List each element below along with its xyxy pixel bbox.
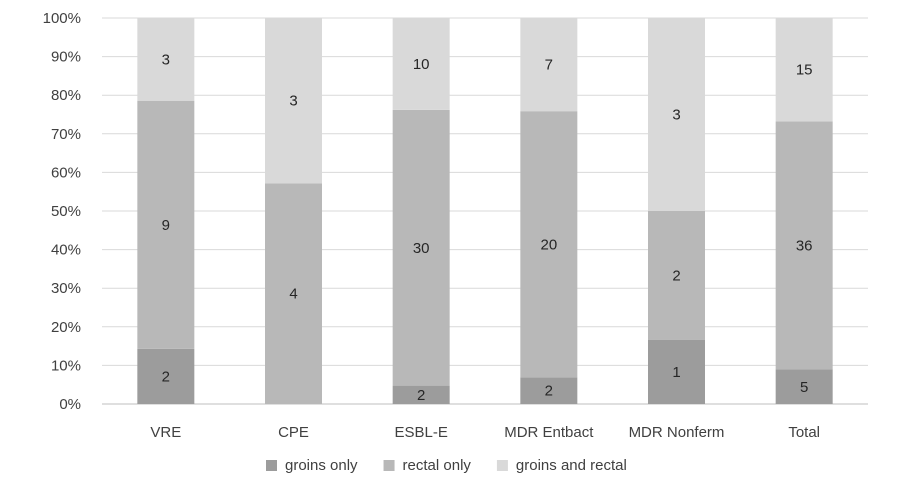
y-tick-label: 10% (51, 357, 81, 374)
data-label: 3 (162, 51, 170, 68)
y-tick-label: 90% (51, 49, 81, 66)
legend-label: groins and rectal (516, 457, 627, 474)
data-label: 9 (162, 217, 170, 234)
bar-segment (648, 211, 705, 340)
category-label: VRE (150, 424, 181, 441)
y-tick-label: 100% (43, 10, 81, 27)
data-label: 30 (413, 240, 430, 257)
data-labels: 2 9 3 4 3 2 30 10 2 20 7 1 2 3 5 36 15 (162, 51, 813, 403)
y-tick-label: 40% (51, 242, 81, 259)
legend: groins only rectal only groins and rectal (266, 457, 627, 474)
bar-segment (775, 121, 833, 370)
bar-segment (520, 18, 578, 112)
data-label: 20 (540, 236, 557, 253)
bar-segment (392, 109, 450, 386)
x-axis-category-labels: VRE CPE ESBL-E MDR Entbact MDR Nonferm Total (150, 424, 820, 441)
bar-segment (520, 111, 578, 378)
data-label: 10 (413, 56, 430, 73)
bar-segment (265, 183, 322, 404)
bar-segment (392, 18, 450, 110)
bar-segment (520, 377, 578, 404)
bar-segment (775, 369, 833, 404)
y-tick-label: 70% (51, 126, 81, 143)
bar-segment (137, 348, 195, 404)
y-axis-tick-labels: 0% 10% 20% 30% 40% 50% 60% 70% 80% 90% 100% (43, 10, 81, 413)
y-tick-label: 80% (51, 87, 81, 104)
bar-segment (265, 18, 322, 184)
category-label: CPE (278, 424, 309, 441)
y-tick-label: 50% (51, 203, 81, 220)
data-label: 2 (417, 387, 425, 404)
y-tick-label: 20% (51, 319, 81, 336)
bar-segment (392, 385, 450, 404)
category-label: MDR Nonferm (629, 424, 725, 441)
y-tick-label: 60% (51, 164, 81, 181)
y-tick-label: 30% (51, 280, 81, 297)
y-tick-label: 0% (59, 396, 81, 413)
bar-segment (137, 100, 195, 349)
bar-segment (648, 339, 705, 404)
legend-swatch (266, 460, 277, 471)
legend-swatch (383, 460, 395, 471)
gridlines (102, 17, 868, 405)
data-label: 7 (545, 57, 553, 74)
data-label: 1 (672, 364, 680, 381)
category-label: Total (788, 424, 820, 441)
data-label: 3 (672, 107, 680, 124)
data-label: 2 (545, 383, 553, 400)
legend-swatch (496, 460, 508, 471)
legend-label: rectal only (403, 457, 472, 474)
data-label: 36 (796, 237, 813, 254)
bar-segment (775, 18, 833, 122)
bar-segment (648, 18, 705, 211)
data-label: 15 (796, 62, 813, 79)
data-label: 2 (162, 368, 170, 385)
data-label: 3 (289, 93, 297, 110)
data-label: 5 (800, 379, 808, 396)
category-label: MDR Entbact (504, 424, 594, 441)
data-label: 4 (289, 286, 297, 303)
bars (137, 18, 833, 404)
bar-segment (137, 18, 195, 101)
legend-label: groins only (285, 457, 358, 474)
category-label: ESBL-E (394, 424, 447, 441)
data-label: 2 (672, 267, 680, 284)
